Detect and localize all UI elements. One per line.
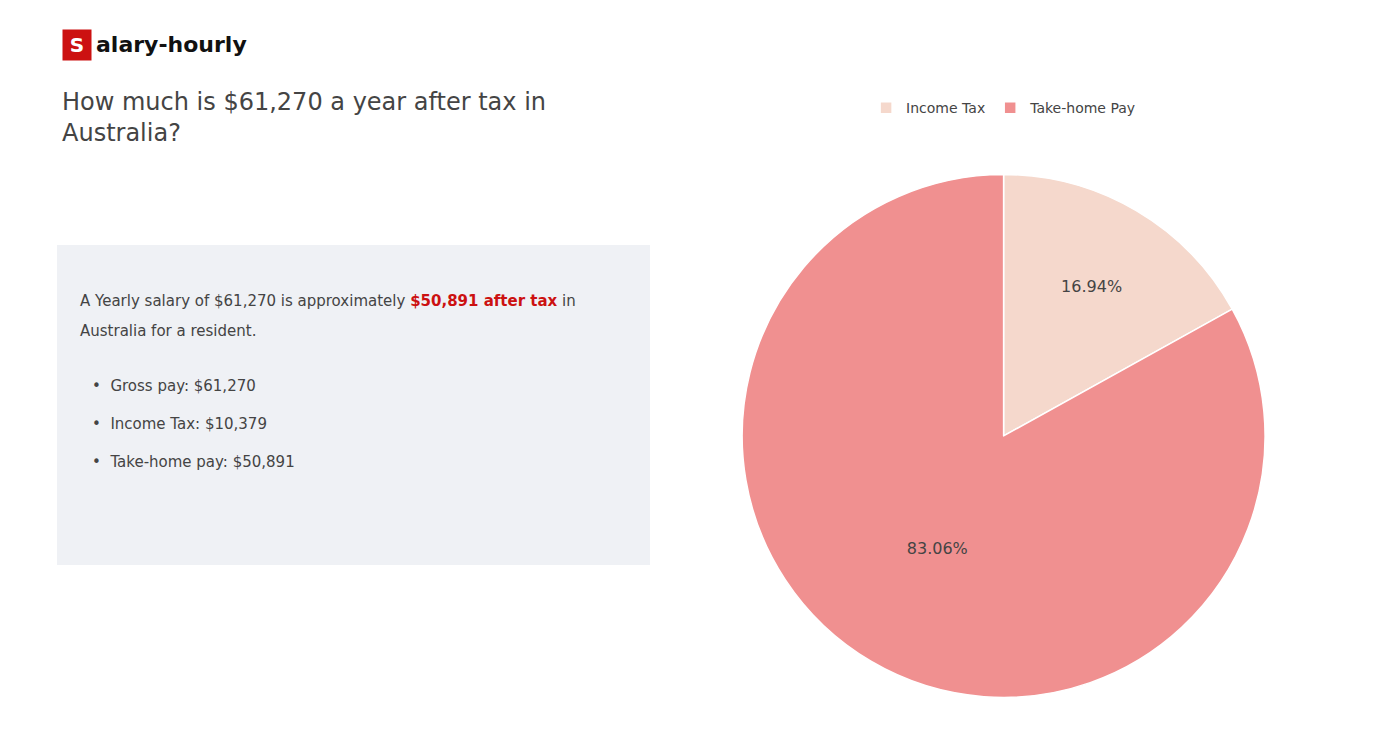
svg-text:• Income Tax: $10,379: • Income Tax: $10,379	[92, 415, 267, 433]
svg-text:83.06%: 83.06%	[907, 539, 968, 558]
svg-text:A Yearly salary of $61,270 is: A Yearly salary of $61,270 is approximat…	[80, 292, 576, 310]
svg-text:Take-home Pay: Take-home Pay	[1029, 100, 1135, 116]
svg-text:16.94%: 16.94%	[1061, 277, 1122, 296]
svg-text:S: S	[70, 33, 84, 57]
svg-text:• Gross pay: $61,270: • Gross pay: $61,270	[92, 377, 256, 395]
svg-text:How much is $61,270 a year aft: How much is $61,270 a year after tax inA…	[62, 88, 546, 147]
svg-text:• Take-home pay: $50,891: • Take-home pay: $50,891	[92, 453, 295, 471]
svg-text:Income Tax: Income Tax	[906, 100, 985, 116]
svg-text:Australia for a resident.: Australia for a resident.	[80, 322, 256, 340]
svg-text:alary-hourly: alary-hourly	[96, 32, 247, 57]
